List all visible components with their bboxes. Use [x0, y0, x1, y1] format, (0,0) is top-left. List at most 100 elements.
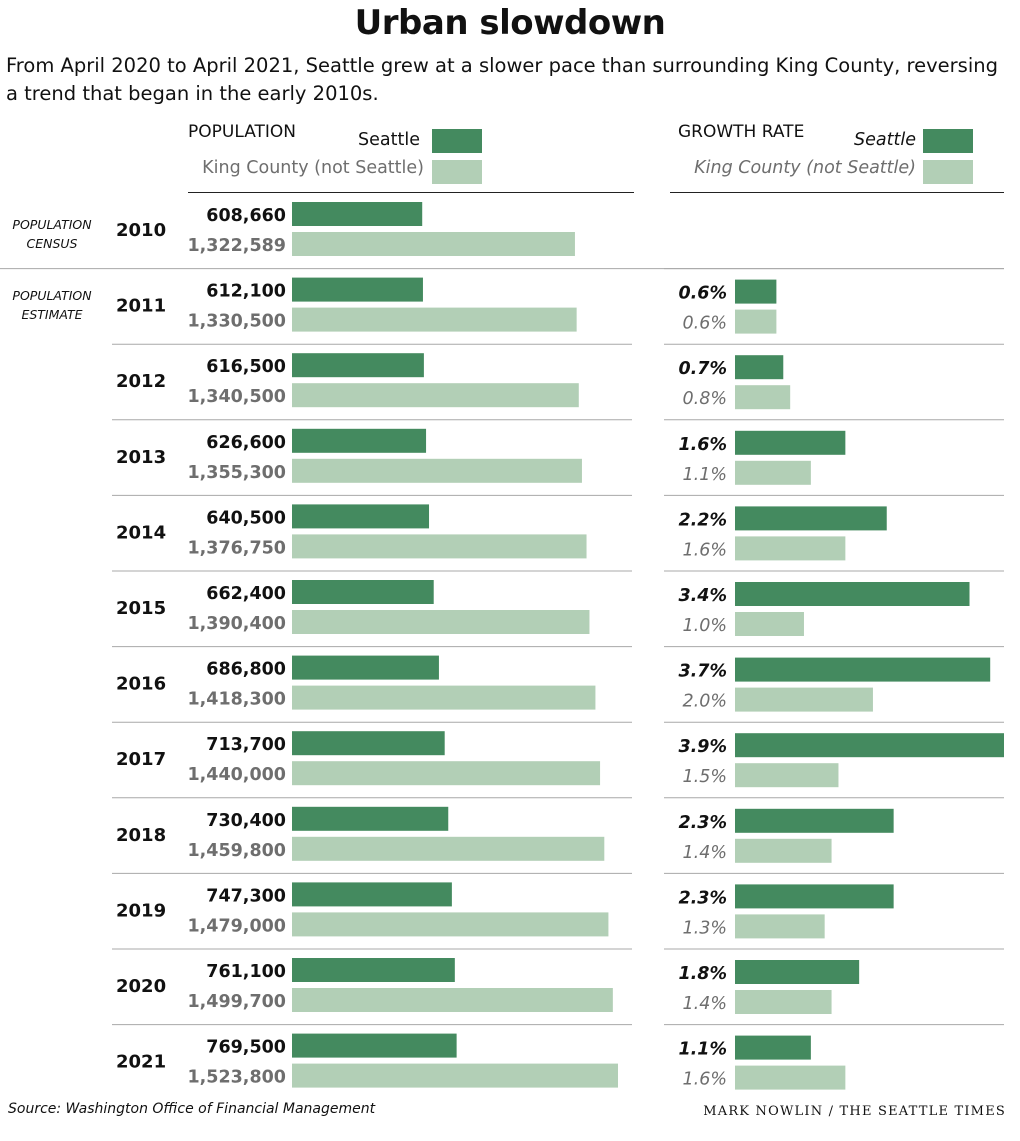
year-label: 2011 — [116, 296, 166, 317]
king-county-population-label: 1,355,300 — [187, 463, 286, 483]
seattle-population-label: 769,500 — [206, 1038, 286, 1058]
king-county-growth-bar — [735, 385, 791, 410]
seattle-population-bar — [292, 504, 430, 529]
seattle-growth-label: 1.8% — [678, 964, 727, 984]
estimate-note: POPULATION ESTIMATE — [12, 288, 92, 322]
seattle-population-bar — [292, 353, 424, 378]
seattle-growth-bar — [735, 960, 860, 984]
legend-seattle-swatch — [432, 129, 482, 153]
year-label: 2020 — [116, 976, 166, 997]
king-county-growth-label: 1.5% — [683, 767, 727, 787]
growth-header-rule — [670, 192, 1004, 193]
king-county-growth-bar — [735, 536, 846, 561]
seattle-growth-label: 2.3% — [678, 813, 727, 833]
seattle-population-bar — [292, 202, 423, 226]
king-county-population-label: 1,322,589 — [187, 236, 286, 256]
seattle-population-label: 608,660 — [206, 206, 286, 226]
king-county-population-bar — [292, 383, 579, 408]
seattle-population-bar — [292, 428, 427, 453]
king-county-population-bar — [292, 610, 590, 634]
seattle-growth-bar — [735, 1035, 811, 1060]
seattle-growth-label: 2.2% — [678, 510, 727, 530]
seattle-population-label: 612,100 — [206, 282, 286, 302]
king-county-growth-label: 0.6% — [683, 314, 727, 334]
king-county-growth-label: 1.1% — [683, 465, 727, 485]
seattle-growth-bar — [735, 733, 1004, 758]
seattle-population-label: 626,600 — [206, 433, 286, 453]
source-note: Source: Washington Office of Financial M… — [8, 1101, 376, 1117]
king-county-population-label: 1,390,400 — [187, 614, 286, 634]
year-label: 2013 — [116, 447, 166, 468]
king-county-growth-bar — [735, 914, 825, 939]
king-county-population-label: 1,340,500 — [187, 387, 286, 407]
growth-legend-king-county-label: King County (not Seattle) — [694, 158, 916, 178]
population-header-rule — [188, 192, 634, 193]
seattle-population-bar — [292, 1033, 457, 1058]
seattle-population-label: 761,100 — [206, 962, 286, 982]
king-county-growth-label: 1.6% — [683, 540, 727, 560]
seattle-growth-bar — [735, 657, 991, 682]
seattle-population-bar — [292, 882, 452, 907]
king-county-population-label: 1,459,800 — [187, 841, 286, 861]
king-county-population-label: 1,376,750 — [187, 538, 286, 558]
king-county-growth-bar — [735, 460, 811, 485]
legend-seattle-label: Seattle — [358, 130, 420, 150]
seattle-population-bar — [292, 958, 455, 982]
population-header: POPULATION — [188, 122, 296, 142]
seattle-population-label: 713,700 — [206, 735, 286, 755]
seattle-growth-bar — [735, 808, 894, 833]
king-county-growth-bar — [735, 612, 804, 636]
legend-king-county-label: King County (not Seattle) — [202, 158, 424, 178]
king-county-population-bar — [292, 836, 605, 861]
seattle-population-label: 747,300 — [206, 886, 286, 906]
year-label: 2014 — [116, 522, 166, 543]
king-county-population-bar — [292, 685, 596, 710]
year-label: 2010 — [116, 220, 166, 241]
seattle-population-label: 686,800 — [206, 660, 286, 680]
king-county-growth-bar — [735, 1065, 846, 1090]
king-county-growth-bar — [735, 990, 832, 1014]
seattle-growth-label: 3.7% — [678, 662, 727, 682]
seattle-population-bar — [292, 806, 449, 831]
seattle-population-label: 616,500 — [206, 357, 286, 377]
seattle-population-label: 730,400 — [206, 811, 286, 831]
year-label: 2015 — [116, 598, 166, 619]
king-county-population-label: 1,418,300 — [187, 690, 286, 710]
growth-legend-king-county-swatch — [923, 160, 973, 184]
king-county-growth-label: 1.4% — [683, 843, 727, 863]
king-county-population-bar — [292, 307, 577, 332]
king-county-population-bar — [292, 912, 609, 937]
king-county-population-label: 1,499,700 — [187, 992, 286, 1012]
seattle-population-bar — [292, 580, 434, 604]
seattle-population-label: 640,500 — [206, 508, 286, 528]
king-county-population-bar — [292, 761, 601, 786]
king-county-growth-bar — [735, 309, 777, 334]
chart-title: Urban slowdown — [354, 3, 666, 43]
seattle-growth-label: 0.7% — [678, 359, 727, 379]
year-label: 2021 — [116, 1052, 166, 1073]
king-county-growth-label: 1.6% — [683, 1070, 727, 1090]
year-label: 2016 — [116, 674, 166, 695]
king-county-population-label: 1,440,000 — [187, 765, 286, 785]
king-county-population-bar — [292, 988, 613, 1012]
king-county-growth-label: 1.0% — [683, 616, 727, 636]
seattle-population-bar — [292, 655, 439, 680]
seattle-population-bar — [292, 731, 445, 756]
growth-legend-seattle-swatch — [923, 129, 973, 153]
king-county-growth-label: 2.0% — [683, 692, 727, 712]
chart-subtitle: From April 2020 to April 2021, Seattle g… — [6, 54, 998, 105]
seattle-population-bar — [292, 277, 423, 302]
king-county-growth-label: 1.3% — [683, 918, 727, 938]
king-county-population-bar — [292, 534, 587, 559]
seattle-growth-label: 3.4% — [678, 586, 727, 606]
king-county-population-label: 1,330,500 — [187, 312, 286, 332]
seattle-growth-label: 2.3% — [678, 888, 727, 908]
king-county-population-label: 1,523,800 — [187, 1068, 286, 1088]
king-county-growth-bar — [735, 687, 873, 712]
seattle-growth-bar — [735, 884, 894, 909]
king-county-growth-bar — [735, 838, 832, 863]
growth-rate-header: GROWTH RATE — [678, 122, 805, 142]
growth-legend-seattle-label: Seattle — [854, 130, 916, 150]
seattle-growth-label: 1.1% — [678, 1040, 727, 1060]
year-label: 2017 — [116, 749, 166, 770]
